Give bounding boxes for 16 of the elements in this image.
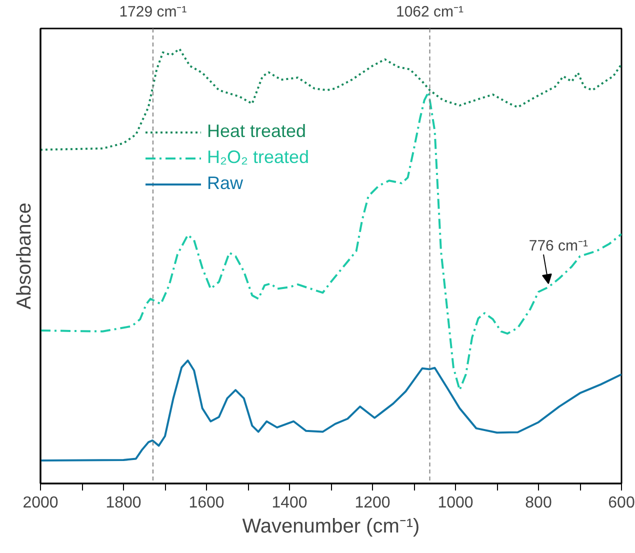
x-tick-label: 2000 [22,494,58,512]
x-axis-title: Wavenumber (cm⁻¹) [242,516,420,538]
x-tick-label: 1800 [106,494,142,512]
x-tick-label: 1200 [354,494,390,512]
x-tick-label: 800 [525,494,552,512]
ref-line-label: 1062 cm⁻¹ [396,4,464,20]
x-tick-label: 1600 [188,494,224,512]
legend-label: Heat treated [207,121,306,142]
legend-label: Raw [207,173,244,194]
x-tick-label: 600 [608,494,635,512]
x-tick-label: 1400 [272,494,308,512]
ref-line-label: 1729 cm⁻¹ [119,4,187,20]
legend-label: H₂O₂ treated [207,147,310,168]
annotation: 776 cm⁻¹ [528,237,588,254]
y-axis-title: Absorbance [14,202,36,310]
x-tick-label: 1000 [438,494,474,512]
